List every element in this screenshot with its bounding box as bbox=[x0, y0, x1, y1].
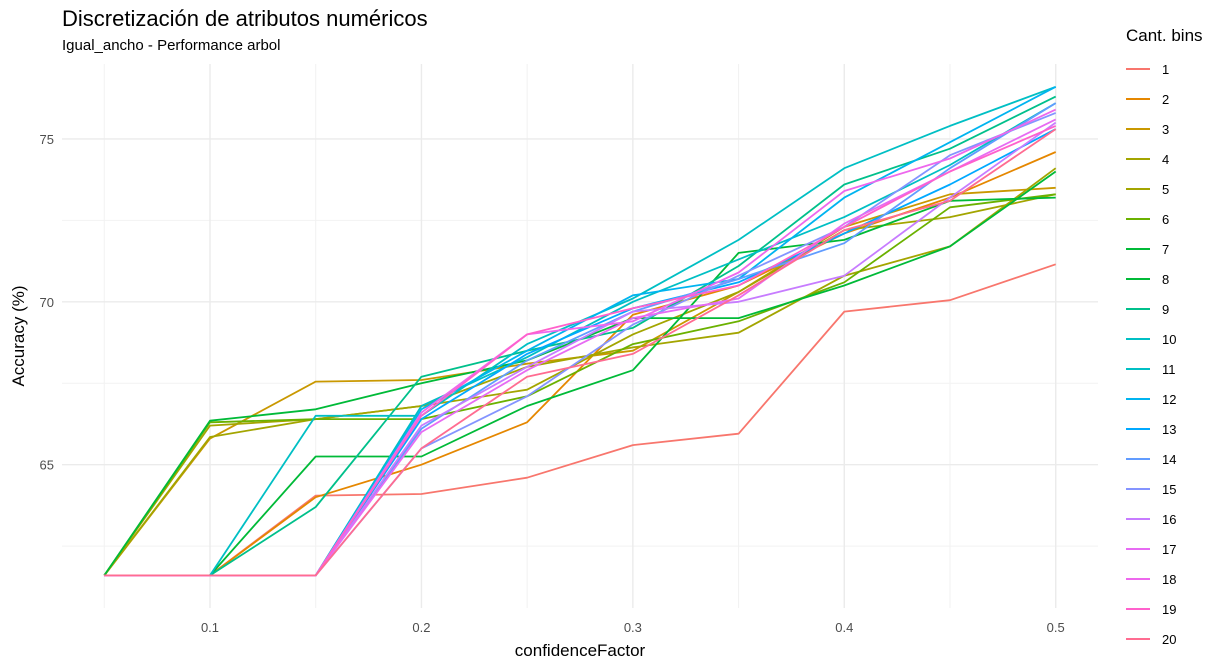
legend-label: 10 bbox=[1162, 331, 1177, 347]
legend-label: 14 bbox=[1162, 451, 1177, 467]
legend-item-8: 8 bbox=[1126, 264, 1226, 294]
legend-key bbox=[1126, 398, 1150, 400]
series-line-7 bbox=[103, 170, 1057, 576]
legend-key bbox=[1126, 518, 1150, 520]
legend-item-11: 11 bbox=[1126, 354, 1226, 384]
series-line-2 bbox=[104, 151, 1057, 577]
legend-label: 18 bbox=[1162, 571, 1177, 587]
legend-label: 4 bbox=[1162, 151, 1170, 167]
legend-item-17: 17 bbox=[1126, 534, 1226, 564]
legend-label: 20 bbox=[1162, 631, 1177, 647]
legend-item-10: 10 bbox=[1126, 324, 1226, 354]
legend-item-7: 7 bbox=[1126, 234, 1226, 264]
legend-label: 2 bbox=[1162, 91, 1170, 107]
tick-labels: 0.1 0.2 0.3 0.4 0.5 65 70 75 bbox=[40, 132, 1065, 635]
legend-label: 9 bbox=[1162, 301, 1170, 317]
legend-item-19: 19 bbox=[1126, 594, 1226, 624]
legend-label: 15 bbox=[1162, 481, 1177, 497]
y-tick-label: 65 bbox=[40, 458, 54, 473]
legend-key bbox=[1126, 68, 1150, 70]
x-tick-label: 0.3 bbox=[624, 620, 642, 635]
legend-label: 19 bbox=[1162, 601, 1177, 617]
legend-item-16: 16 bbox=[1126, 504, 1226, 534]
legend-key bbox=[1126, 488, 1150, 490]
legend-key bbox=[1126, 608, 1150, 610]
series-line-20 bbox=[104, 128, 1057, 577]
line-chart: 0.1 0.2 0.3 0.4 0.5 65 70 75 confidenceFactor A… bbox=[9, 64, 1098, 660]
series-line-4 bbox=[103, 193, 1056, 576]
legend-key bbox=[1126, 188, 1150, 190]
series-line-19 bbox=[104, 125, 1057, 577]
legend-key bbox=[1126, 128, 1150, 130]
x-tick-label: 0.1 bbox=[201, 620, 219, 635]
y-tick-label: 70 bbox=[40, 295, 54, 310]
x-tick-label: 0.2 bbox=[412, 620, 430, 635]
legend-key bbox=[1126, 458, 1150, 460]
legend-label: 1 bbox=[1162, 61, 1170, 77]
legend-item-5: 5 bbox=[1126, 174, 1226, 204]
legend-item-13: 13 bbox=[1126, 414, 1226, 444]
y-tick-label: 75 bbox=[40, 132, 54, 147]
series-line-1 bbox=[104, 263, 1056, 577]
x-tick-label: 0.4 bbox=[835, 620, 853, 635]
series-line-13 bbox=[104, 128, 1057, 577]
legend-label: 8 bbox=[1162, 271, 1170, 287]
legend-item-6: 6 bbox=[1126, 204, 1226, 234]
chart-title: Discretización de atributos numéricos bbox=[62, 6, 428, 31]
series-line-5 bbox=[103, 167, 1057, 576]
legend-item-18: 18 bbox=[1126, 564, 1226, 594]
legend-item-9: 9 bbox=[1126, 294, 1226, 324]
series-line-6 bbox=[103, 193, 1056, 576]
legend-item-12: 12 bbox=[1126, 384, 1226, 414]
legend-label: 12 bbox=[1162, 391, 1177, 407]
series-lines bbox=[103, 85, 1057, 577]
legend-item-4: 4 bbox=[1126, 144, 1226, 174]
legend-item-14: 14 bbox=[1126, 444, 1226, 474]
legend-key bbox=[1126, 248, 1150, 250]
chart-subtitle: Igual_ancho - Performance arbol bbox=[62, 37, 281, 54]
legend-item-3: 3 bbox=[1126, 114, 1226, 144]
legend-title: Cant. bins bbox=[1126, 26, 1203, 45]
legend-key bbox=[1126, 308, 1150, 310]
legend-item-1: 1 bbox=[1126, 54, 1226, 84]
legend-label: 11 bbox=[1162, 361, 1176, 377]
legend-items: 1 2 3 4 5 6 7 8 9 10 11 12 13 14 15 16 17 18 19 20 bbox=[1126, 54, 1226, 654]
y-axis-title: Accuracy (%) bbox=[9, 285, 28, 386]
legend-label: 6 bbox=[1162, 211, 1170, 227]
x-tick-label: 0.5 bbox=[1047, 620, 1065, 635]
series-line-8 bbox=[104, 196, 1056, 577]
legend-label: 7 bbox=[1162, 241, 1170, 257]
legend-key bbox=[1126, 338, 1150, 340]
legend-label: 16 bbox=[1162, 511, 1177, 527]
legend-key bbox=[1126, 578, 1150, 580]
legend-key bbox=[1126, 548, 1150, 550]
legend-label: 17 bbox=[1162, 541, 1177, 557]
series-line-3 bbox=[103, 186, 1056, 576]
legend-key bbox=[1126, 218, 1150, 220]
legend-item-15: 15 bbox=[1126, 474, 1226, 504]
legend-key bbox=[1126, 638, 1150, 640]
legend-item-2: 2 bbox=[1126, 84, 1226, 114]
x-axis-title: confidenceFactor bbox=[515, 641, 646, 660]
legend-key bbox=[1126, 278, 1150, 280]
series-line-17 bbox=[104, 118, 1057, 577]
legend-key bbox=[1126, 158, 1150, 160]
legend-label: 5 bbox=[1162, 181, 1170, 197]
legend-label: 3 bbox=[1162, 121, 1170, 137]
legend-item-20: 20 bbox=[1126, 624, 1226, 654]
legend-key bbox=[1126, 368, 1150, 370]
legend-label: 13 bbox=[1162, 421, 1177, 437]
legend: Cant. bins 1 2 3 4 5 6 7 8 9 10 11 12 13 14 15 16 17 18 19… bbox=[1126, 26, 1226, 654]
legend-key bbox=[1126, 428, 1150, 430]
legend-key bbox=[1126, 98, 1150, 100]
